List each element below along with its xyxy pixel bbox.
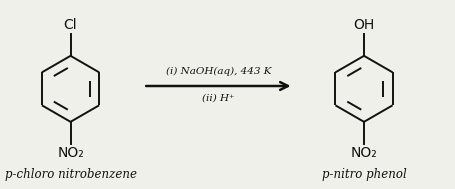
Text: Cl: Cl [64,18,77,32]
Text: (i) NaOH(aq), 443 K: (i) NaOH(aq), 443 K [166,67,271,76]
Text: (ii) H⁺: (ii) H⁺ [202,94,235,103]
Text: NO₂: NO₂ [351,146,377,160]
Text: NO₂: NO₂ [57,146,84,160]
Text: p-nitro phenol: p-nitro phenol [322,168,406,181]
Text: p-chloro nitrobenzene: p-chloro nitrobenzene [5,168,136,181]
Text: OH: OH [354,18,374,32]
